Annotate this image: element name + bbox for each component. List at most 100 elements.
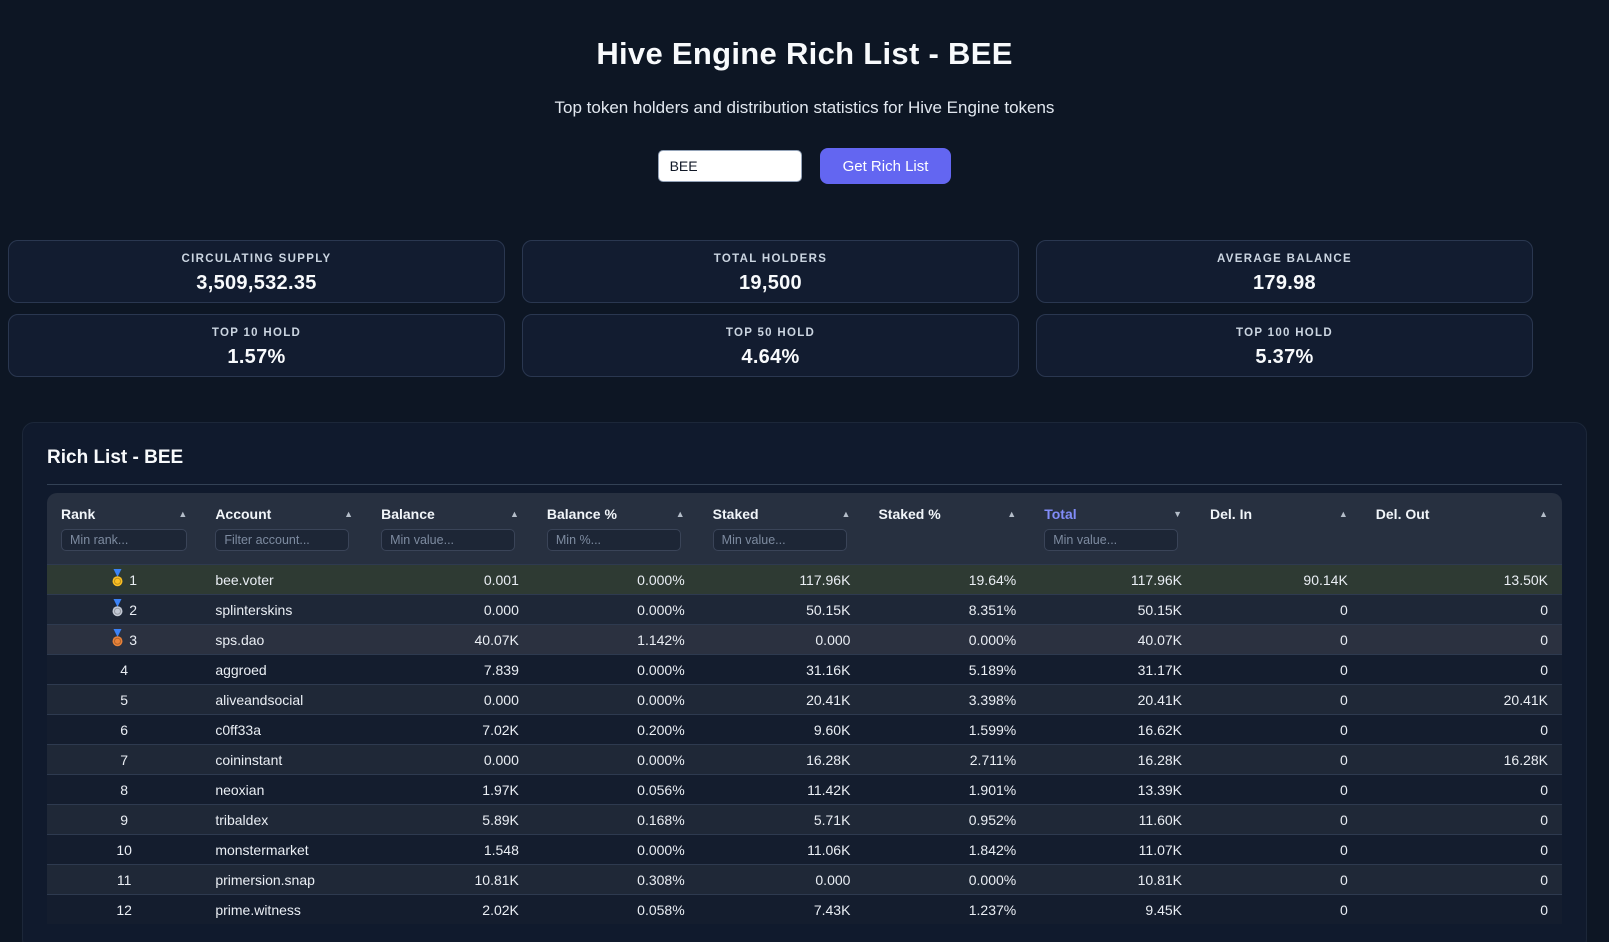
staked-pct-cell: 2.711% <box>864 744 1031 774</box>
del-out-cell: 13.50K <box>1361 564 1562 594</box>
rank-value: 10 <box>116 841 132 858</box>
total-cell: 13.39K <box>1030 774 1196 804</box>
stat-value: 19,500 <box>739 272 802 294</box>
stat-card-total-holders: TOTAL HOLDERS 19,500 <box>522 240 1019 303</box>
rank-cell: 4 <box>47 654 202 684</box>
balance-pct-cell: 0.058% <box>532 894 699 924</box>
token-search-bar: Get Rich List <box>0 148 1609 184</box>
section-divider <box>47 484 1562 485</box>
del-out-cell: 20.41K <box>1361 684 1562 714</box>
column-header-balance[interactable]: Balance ▲ <box>367 493 533 522</box>
filter-input-account[interactable] <box>215 529 350 551</box>
balance-pct-cell: 0.200% <box>532 714 699 744</box>
account-cell: splinterskins <box>201 594 368 624</box>
del-in-cell: 0 <box>1196 834 1362 864</box>
account-cell: c0ff33a <box>201 714 368 744</box>
del-in-cell: 0 <box>1196 684 1362 714</box>
staked-cell: 11.42K <box>698 774 865 804</box>
table-row: 7 coininstant 0.000 0.000% 16.28K 2.711% 16.28… <box>47 744 1562 774</box>
staked-cell: 16.28K <box>698 744 865 774</box>
staked-cell: 7.43K <box>698 894 865 924</box>
total-cell: 11.07K <box>1030 834 1196 864</box>
staked-pct-cell: 1.237% <box>864 894 1031 924</box>
medal-silver-icon <box>111 599 124 620</box>
total-cell: 10.81K <box>1030 864 1196 894</box>
column-header-staked[interactable]: Staked % ▲ <box>864 493 1031 522</box>
del-in-cell: 0 <box>1196 774 1362 804</box>
column-header-del-out[interactable]: Del. Out ▲ <box>1361 493 1562 522</box>
total-cell: 16.28K <box>1030 744 1196 774</box>
stat-label: CIRCULATING SUPPLY <box>181 253 332 265</box>
table-row: 11 primersion.snap 10.81K 0.308% 0.000 0.000%… <box>47 864 1562 894</box>
stats-grid: CIRCULATING SUPPLY 3,509,532.35 TOTAL HO… <box>8 240 1533 377</box>
column-header-account[interactable]: Account ▲ <box>201 493 368 522</box>
balance-cell: 0.001 <box>367 564 533 594</box>
rank-cell: 6 <box>47 714 202 744</box>
account-cell: sps.dao <box>201 624 368 654</box>
filter-input-total[interactable] <box>1044 529 1179 551</box>
filter-input-staked[interactable] <box>712 529 847 551</box>
stat-value: 3,509,532.35 <box>196 272 317 294</box>
rank-cell: 2 <box>47 594 202 624</box>
del-out-cell: 0 <box>1361 834 1562 864</box>
staked-cell: 5.71K <box>698 804 865 834</box>
staked-cell: 50.15K <box>698 594 865 624</box>
stat-label: TOP 100 HOLD <box>1236 327 1333 339</box>
sort-asc-icon: ▲ <box>1338 509 1348 519</box>
filter-cell-del-out <box>1361 522 1562 564</box>
token-symbol-input[interactable] <box>657 150 802 182</box>
del-out-cell: 0 <box>1361 654 1562 684</box>
account-cell: tribaldex <box>201 804 368 834</box>
balance-pct-cell: 0.000% <box>532 684 699 714</box>
rank-value: 9 <box>120 811 129 828</box>
rank-cell: 7 <box>47 744 202 774</box>
filter-input-balance[interactable] <box>381 529 516 551</box>
rank-cell: 5 <box>47 684 202 714</box>
rank-value: 6 <box>120 721 129 738</box>
table-row: 2 splinterskins 0.000 0.000% 50.15K 8.351% 50.… <box>47 594 1562 624</box>
table-row: 8 neoxian 1.97K 0.056% 11.42K 1.901% 13.39K 0 0 <box>47 774 1562 804</box>
column-header-del-in[interactable]: Del. In ▲ <box>1196 493 1362 522</box>
stat-card-top-10-hold: TOP 10 HOLD 1.57% <box>8 314 505 377</box>
total-cell: 9.45K <box>1030 894 1196 924</box>
filter-cell-account <box>201 522 368 564</box>
staked-cell: 20.41K <box>698 684 865 714</box>
staked-cell: 9.60K <box>698 714 865 744</box>
account-cell: aliveandsocial <box>201 684 368 714</box>
total-cell: 40.07K <box>1030 624 1196 654</box>
column-header-staked[interactable]: Staked ▲ <box>698 493 865 522</box>
column-label: Total <box>1044 506 1077 522</box>
balance-cell: 40.07K <box>367 624 533 654</box>
filter-input-balance[interactable] <box>546 529 681 551</box>
column-label: Del. In <box>1210 506 1253 522</box>
staked-pct-cell: 1.599% <box>864 714 1031 744</box>
account-cell: prime.witness <box>201 894 368 924</box>
balance-cell: 0.000 <box>367 684 533 714</box>
page-subtitle: Top token holders and distribution stati… <box>554 98 1055 117</box>
rank-cell: 3 <box>47 624 202 654</box>
filter-input-rank[interactable] <box>61 529 188 551</box>
balance-cell: 7.839 <box>367 654 533 684</box>
stat-value: 4.64% <box>741 346 800 368</box>
rank-cell: 9 <box>47 804 202 834</box>
sort-asc-icon: ▲ <box>841 509 851 519</box>
filter-cell-balance <box>367 522 533 564</box>
account-cell: neoxian <box>201 774 368 804</box>
column-label: Account <box>215 506 272 522</box>
del-out-cell: 0 <box>1361 774 1562 804</box>
get-rich-list-button[interactable]: Get Rich List <box>819 148 952 184</box>
rank-value: 8 <box>120 781 129 798</box>
rank-cell: 8 <box>47 774 202 804</box>
stat-card-top-100-hold: TOP 100 HOLD 5.37% <box>1036 314 1533 377</box>
balance-cell: 1.548 <box>367 834 533 864</box>
column-header-balance[interactable]: Balance % ▲ <box>532 493 699 522</box>
page-title: Hive Engine Rich List - BEE <box>596 36 1013 71</box>
sort-asc-icon: ▲ <box>178 509 188 519</box>
column-header-rank[interactable]: Rank ▲ <box>47 493 202 522</box>
sort-desc-icon: ▼ <box>1173 509 1182 519</box>
medal-gold-icon <box>111 569 124 590</box>
column-label: Balance <box>381 506 435 522</box>
column-header-total[interactable]: Total ▼ <box>1030 493 1196 522</box>
column-label: Staked <box>712 506 759 522</box>
rank-cell: 1 <box>47 564 202 594</box>
